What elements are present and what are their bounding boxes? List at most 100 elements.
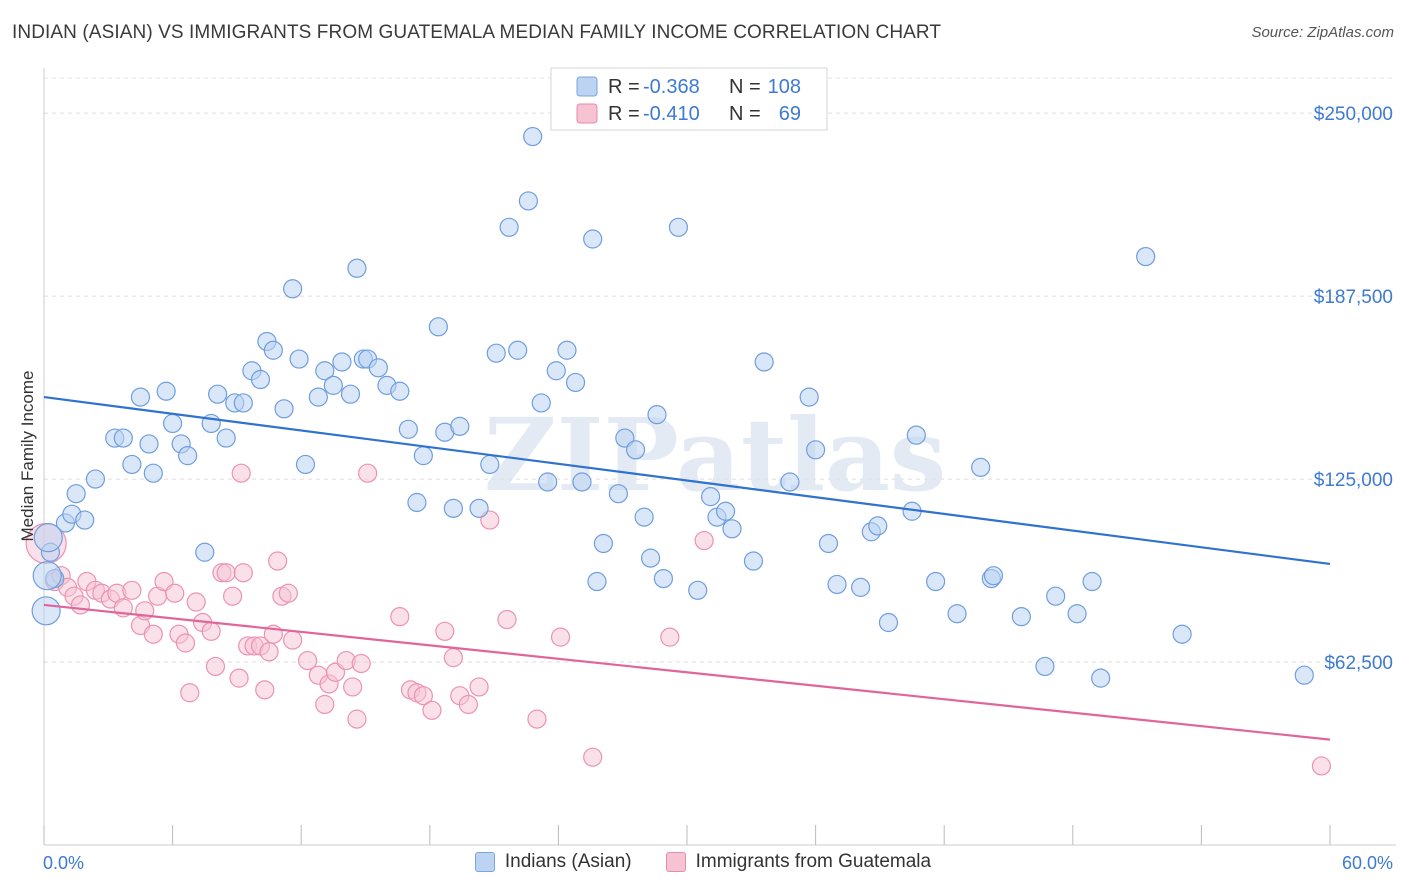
guatemala-point-38	[268, 551, 288, 571]
indians-point-9	[122, 454, 142, 475]
indians-point-49	[469, 498, 489, 518]
guatemala-point-29	[229, 668, 249, 688]
indians-point-29	[289, 349, 309, 369]
indians-point-96	[1011, 607, 1031, 627]
guatemala-point-55	[413, 686, 433, 706]
guatemala-trend-line	[43, 603, 1331, 741]
indians-point-70	[647, 405, 667, 425]
indians-point-80	[780, 472, 800, 492]
legend-label-guatemala: Immigrants from Guatemala	[695, 851, 932, 872]
series-indians-points	[31, 126, 1314, 688]
guatemala-point-56	[422, 700, 442, 720]
guatemala-point-68	[694, 530, 714, 551]
legend-swatch-indians	[474, 852, 495, 872]
indians-point-60	[565, 372, 586, 393]
indians-point-55	[523, 126, 543, 147]
indians-point-83	[818, 533, 839, 554]
indians-point-50	[480, 454, 500, 475]
x-tick-labels: 0.0% 60.0%	[43, 853, 1393, 873]
indians-point-32	[315, 361, 335, 381]
legend-n-value-1: 108	[768, 76, 801, 98]
indians-point-41	[390, 381, 410, 401]
indians-point-104	[1294, 665, 1314, 685]
guatemala-point-21	[180, 683, 200, 703]
indians-point-30	[295, 454, 316, 475]
indians-point-103	[1172, 624, 1192, 644]
guatemala-point-64	[527, 709, 547, 729]
indians-point-99	[1067, 604, 1087, 624]
indians-point-27	[274, 399, 294, 419]
indians-point-5	[75, 510, 95, 530]
guatemala-point-12	[122, 580, 142, 600]
indians-point-68	[634, 507, 654, 527]
legend-item-indians[interactable]: Indians (Asian)	[474, 851, 632, 873]
indians-point-8	[113, 428, 133, 448]
indians-point-45	[428, 317, 448, 337]
indians-point-56	[531, 393, 551, 413]
indians-point-67	[625, 440, 646, 460]
legend-n-label-2: N =	[729, 103, 761, 125]
guatemala-point-25	[205, 656, 226, 677]
indians-point-13	[156, 381, 176, 401]
indians-point-26	[263, 340, 283, 360]
guatemala-point-61	[469, 677, 489, 697]
indians-point-39	[368, 358, 388, 378]
indians-point-12	[143, 463, 163, 483]
guatemala-point-69	[1311, 756, 1332, 776]
indians-point-105	[31, 596, 61, 626]
guatemala-point-49	[347, 709, 367, 729]
indians-point-62	[583, 229, 603, 249]
chart-title: INDIAN (ASIAN) VS IMMIGRANTS FROM GUATEM…	[12, 22, 942, 43]
guatemala-point-22	[186, 592, 206, 612]
indians-point-88	[878, 612, 899, 633]
y-tick-label-0: $62,500	[1324, 653, 1393, 674]
y-tick-labels: $62,500 $125,000 $187,500 $250,000	[1314, 104, 1393, 674]
indians-point-10	[130, 387, 151, 407]
guatemala-point-65	[550, 627, 571, 647]
legend-n-label-1: N =	[729, 76, 761, 98]
guatemala-point-67	[660, 627, 680, 647]
indians-point-57	[538, 472, 558, 492]
indians-point-73	[688, 580, 708, 600]
guatemala-point-20	[175, 633, 196, 653]
guatemala-point-42	[298, 650, 318, 671]
guatemala-point-30	[231, 463, 251, 483]
y-tick-label-1: $125,000	[1314, 470, 1393, 491]
guatemala-point-52	[390, 607, 410, 627]
indians-point-65	[608, 484, 629, 504]
indians-point-90	[906, 425, 926, 445]
indians-point-106	[32, 561, 62, 591]
indians-point-61	[572, 472, 592, 492]
indians-point-35	[340, 384, 361, 404]
legend-label-indians: Indians (Asian)	[504, 851, 632, 872]
indians-point-64	[593, 533, 614, 554]
legend-swatch-pink	[576, 103, 598, 124]
indians-point-24	[250, 369, 271, 390]
indians-point-78	[743, 551, 764, 571]
guatemala-point-36	[259, 642, 279, 662]
indians-point-81	[799, 387, 819, 407]
legend-r-label-2: R =	[608, 103, 640, 125]
indians-point-17	[195, 542, 215, 562]
indians-point-51	[486, 343, 506, 363]
guatemala-point-40	[278, 583, 298, 603]
guatemala-point-24	[201, 621, 221, 641]
y-axis-label: Median Family Income	[18, 370, 37, 541]
indians-point-91	[926, 571, 946, 592]
legend-n-value-2: 69	[779, 103, 801, 125]
bottom-legend: Indians (Asian) Immigrants from Guatemal…	[0, 851, 1406, 873]
indians-point-48	[450, 416, 470, 436]
indians-point-102	[1136, 246, 1156, 267]
guatemala-point-57	[435, 621, 455, 641]
indians-point-74	[700, 487, 721, 507]
indians-point-36	[347, 258, 367, 278]
trend-lines	[43, 396, 1331, 741]
indians-point-98	[1046, 586, 1066, 606]
legend-item-guatemala[interactable]: Immigrants from Guatemala	[665, 851, 932, 873]
guatemala-point-51	[358, 463, 378, 483]
guatemala-point-5	[70, 595, 91, 615]
indians-point-53	[508, 340, 528, 360]
top-legend: R = -0.368 N = 108 R = -0.410 N = 69	[550, 67, 828, 131]
indians-point-4	[66, 484, 86, 504]
